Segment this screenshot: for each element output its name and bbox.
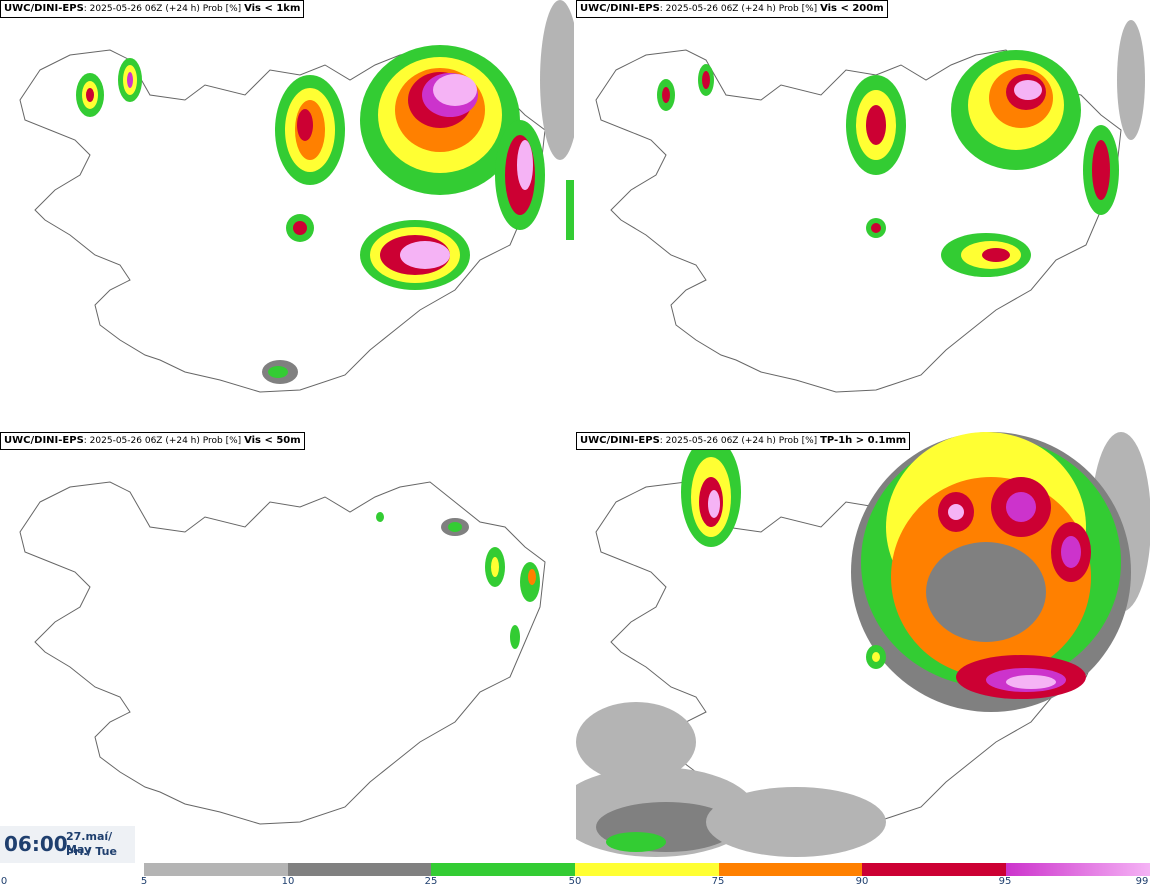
- model-name: UWC/DINI-EPS: [580, 435, 660, 446]
- colorbar-tick: 25: [424, 876, 438, 887]
- map-panel-precip: UWC/DINI-EPS: 2025-05-26 06Z (+24 h) Pro…: [576, 432, 1150, 862]
- panel-title: UWC/DINI-EPS: 2025-05-26 06Z (+24 h) Pro…: [0, 432, 305, 450]
- colorbar-tick: 90: [855, 876, 869, 887]
- colorbar: [144, 863, 1150, 876]
- colorbar-segment: [144, 863, 288, 876]
- colorbar-segment: [719, 863, 862, 876]
- colorbar-segment: [288, 863, 431, 876]
- valid-date: 27.maí/ May: [66, 830, 113, 856]
- colorbar-segment: [431, 863, 575, 876]
- variable-name: TP-1h > 0.1mm: [820, 435, 907, 446]
- variable-name: Vis < 50m: [244, 435, 301, 446]
- map-precip: [576, 432, 1150, 857]
- map-vis-50m: [19, 481, 546, 825]
- variable-name: Vis < 200m: [820, 3, 884, 14]
- map-panel-vis-1km: UWC/DINI-EPS: 2025-05-26 06Z (+24 h) Pro…: [0, 0, 574, 430]
- colorbar-segment: [862, 863, 1006, 876]
- colorbar-tick: 95: [998, 876, 1012, 887]
- panel-title: UWC/DINI-EPS: 2025-05-26 06Z (+24 h) Pro…: [576, 0, 888, 18]
- prob-shading-vis-50m: [376, 512, 540, 649]
- colorbar-tick: 0: [0, 876, 8, 887]
- colorbar-segment: [1006, 863, 1150, 876]
- map-panel-vis-50m: UWC/DINI-EPS: 2025-05-26 06Z (+24 h) Pro…: [0, 432, 574, 862]
- prob-shading-vis-200m: [657, 20, 1145, 277]
- valid-hour: 06:00: [4, 832, 68, 856]
- valid-time-box: 06:00 27.maí/ May Þri./ Tue: [0, 826, 135, 863]
- model-name: UWC/DINI-EPS: [4, 435, 84, 446]
- colorbar-tick: 50: [568, 876, 582, 887]
- valid-weekday: Þri./ Tue: [66, 845, 117, 858]
- colorbar-segment: [575, 863, 719, 876]
- run-info: 2025-05-26 06Z (+24 h) Prob [%]: [89, 4, 242, 14]
- model-name: UWC/DINI-EPS: [4, 3, 84, 14]
- map-panel-vis-200m: UWC/DINI-EPS: 2025-05-26 06Z (+24 h) Pro…: [576, 0, 1150, 430]
- map-vis-200m: [595, 20, 1145, 393]
- model-name: UWC/DINI-EPS: [580, 3, 660, 14]
- run-info: 2025-05-26 06Z (+24 h) Prob [%]: [89, 436, 242, 446]
- colorbar-tick: 99: [1135, 876, 1149, 887]
- panel-title: UWC/DINI-EPS: 2025-05-26 06Z (+24 h) Pro…: [576, 432, 911, 450]
- colorbar-tick: 5: [140, 876, 148, 887]
- prob-shading-vis-1km: [76, 0, 574, 384]
- map-vis-1km: [19, 0, 574, 393]
- prob-shading-precip: [576, 432, 1150, 857]
- variable-name: Vis < 1km: [244, 3, 301, 14]
- run-info: 2025-05-26 06Z (+24 h) Prob [%]: [665, 4, 818, 14]
- run-info: 2025-05-26 06Z (+24 h) Prob [%]: [665, 436, 818, 446]
- colorbar-tick: 10: [281, 876, 295, 887]
- panel-title: UWC/DINI-EPS: 2025-05-26 06Z (+24 h) Pro…: [0, 0, 305, 18]
- colorbar-tick: 75: [711, 876, 725, 887]
